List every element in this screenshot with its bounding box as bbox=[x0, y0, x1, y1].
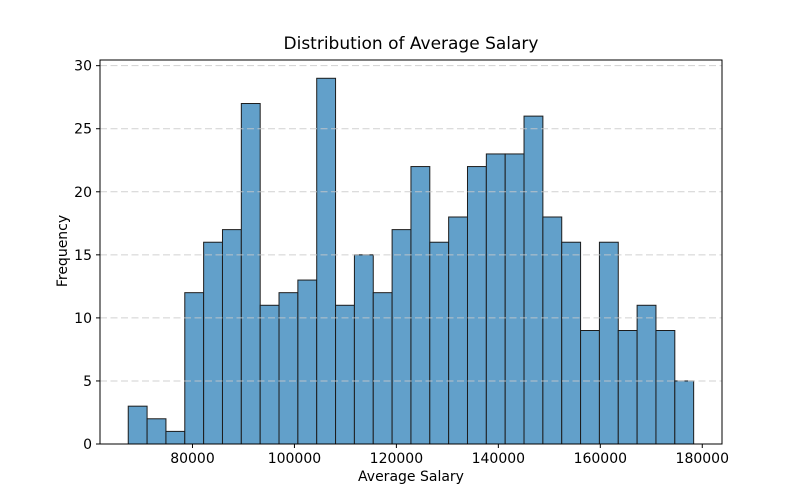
histogram-bar bbox=[674, 380, 695, 445]
histogram-bar bbox=[297, 279, 318, 445]
x-tick-label: 100000 bbox=[268, 451, 321, 467]
x-tick-label: 120000 bbox=[370, 451, 423, 467]
histogram-bar bbox=[316, 77, 337, 445]
histogram-bar bbox=[146, 418, 167, 445]
histogram-bar bbox=[523, 115, 544, 445]
histogram-bar bbox=[372, 292, 393, 445]
y-tick-label: 0 bbox=[83, 437, 92, 453]
histogram-bar bbox=[617, 330, 638, 445]
histogram-bar bbox=[542, 216, 563, 445]
y-tick-label: 30 bbox=[74, 59, 92, 75]
histogram-bar bbox=[466, 166, 487, 445]
histogram-bar bbox=[598, 241, 619, 445]
histogram-bar bbox=[353, 254, 374, 445]
x-tick-label: 140000 bbox=[472, 451, 525, 467]
y-tick-label: 25 bbox=[74, 122, 92, 138]
histogram-bar bbox=[221, 229, 242, 445]
histogram-bar bbox=[429, 241, 450, 445]
histogram-bar bbox=[410, 166, 431, 445]
x-axis-label: Average Salary bbox=[358, 469, 464, 485]
chart-title: Distribution of Average Salary bbox=[283, 34, 539, 54]
histogram-bar bbox=[391, 229, 412, 445]
histogram-bar bbox=[240, 103, 261, 445]
histogram-bar bbox=[184, 292, 205, 445]
y-tick-label: 20 bbox=[74, 185, 92, 201]
x-tick-label: 160000 bbox=[574, 451, 627, 467]
x-tick-label: 80000 bbox=[170, 451, 215, 467]
y-tick-label: 5 bbox=[83, 374, 92, 390]
histogram-bar bbox=[561, 241, 582, 445]
y-tick-label: 15 bbox=[74, 248, 92, 264]
histogram-bar bbox=[203, 241, 223, 445]
plot-border bbox=[99, 59, 723, 445]
histogram-bar bbox=[636, 304, 657, 445]
histogram-bar bbox=[335, 304, 355, 445]
histogram-bar bbox=[127, 405, 148, 445]
histogram-bar bbox=[448, 216, 468, 445]
x-tick-label: 180000 bbox=[676, 451, 729, 467]
y-tick-label: 10 bbox=[74, 311, 92, 327]
histogram-bar bbox=[504, 153, 525, 445]
histogram-bar bbox=[580, 330, 600, 445]
histogram-bar bbox=[485, 153, 506, 445]
histogram-bar bbox=[165, 430, 186, 445]
histogram-bar bbox=[655, 330, 676, 445]
histogram-bar bbox=[278, 292, 299, 445]
y-axis-label: Frequency bbox=[55, 214, 71, 288]
histogram-bar bbox=[259, 304, 280, 445]
